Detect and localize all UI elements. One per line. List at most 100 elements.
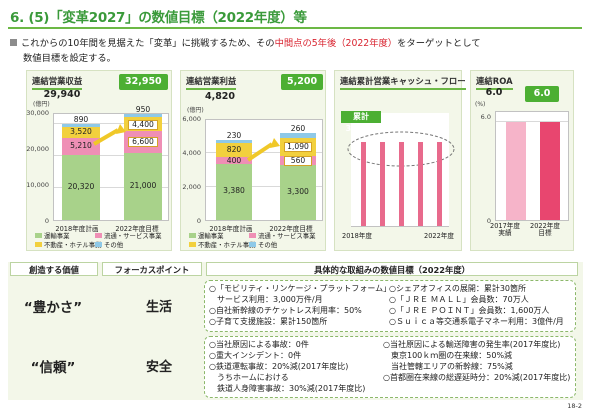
revenue-legend: 運輸事業 流通・サービス事業 不動産・ホテル事業 その他 (35, 232, 162, 250)
bar-value-label: 890 (73, 114, 89, 124)
roa-ytick-6: 6.0 (480, 113, 491, 121)
bar-segment: 5,210 (62, 138, 100, 155)
target-item: うちホームにおける (209, 373, 289, 382)
legend-realestate: 不動産・ホテル事業 (44, 241, 102, 249)
focus-life: 生活 (145, 300, 172, 315)
cashflow-panel: 連結累計営業キャッシュ・フロー 累計37,200 2018年度 2022年度 (334, 70, 466, 251)
legend-swatch-retail (95, 233, 102, 238)
profit-xlabel-2022: 2022年度目標 (269, 225, 313, 233)
trend-arrow-icon (92, 124, 126, 146)
roa-badge: 6.0 (525, 86, 559, 102)
bar-value-label: 5,210 (70, 140, 92, 150)
revenue-ytick-20000: 20,000 (26, 145, 49, 153)
revenue-plot-area: 20,320 5,210 3,520 890 21,000 6,600 4,400 950 (53, 106, 169, 221)
header-value: 創造する価値 (10, 262, 98, 276)
profit-xlabel-2018: 2018年度計画 (209, 225, 253, 233)
cashflow-xlabel-2022: 2022年度 (424, 232, 454, 240)
profit-title: 連結営業利益 (186, 75, 236, 90)
cashflow-dashed-ellipse (347, 131, 455, 167)
profit-panel: 連結営業利益 5,200 4,820 (億円) 6,000 4,000 2,00… (180, 70, 326, 251)
bar-segment: 950 (124, 106, 162, 118)
bar-segment: 3,380 (216, 163, 252, 220)
legend-transport: 運輸事業 (44, 232, 70, 240)
roa-unit: (%) (475, 101, 486, 108)
bar-value-label: 20,320 (67, 181, 95, 191)
bar-segment: 4,400 (124, 117, 162, 132)
gridline (206, 152, 322, 154)
bar-segment: 260 (280, 125, 316, 138)
cashflow-callout: 累計37,200 (341, 111, 381, 133)
target-item: ○当社原因による輸送障害の発生率(2017年度比) (383, 340, 561, 349)
target-item: ○当社原因による事故：0件 (209, 340, 309, 349)
bar-value-label: 230 (226, 130, 242, 140)
target-item: ○「ＪＲＥ ＭＡＬＬ」会員数：70万人 (389, 295, 529, 304)
revenue-total-2018: 29,940 (43, 89, 81, 100)
profit-total-2018: 4,820 (204, 91, 236, 102)
profit-legend: 運輸事業 流通・サービス事業 不動産・ホテル事業 その他 (189, 232, 316, 250)
cashflow-bar (418, 141, 423, 226)
revenue-ytick-30000: 30,000 (26, 109, 49, 117)
revenue-panel: 連結営業収益 32,950 29,940 (億円) 30,000 20,000 … (26, 70, 172, 251)
bar-segment: 3,300 (280, 165, 316, 220)
bar-segment: 230 (216, 131, 252, 144)
bar-value-label: 3,300 (287, 187, 309, 196)
bar-value-label: 6,600 (128, 137, 158, 148)
profit-plot-area: 3,380 400 820 230 3,300 560 1,090 260 (205, 119, 323, 221)
target-item: ○Ｓｕｉｃａ等交通系電子マネー利用：3億件/月 (389, 317, 564, 326)
revenue-title: 連結営業収益 (32, 75, 82, 90)
lead-part1: これからの10年間を見据えた「変革」に挑戦するため、その (21, 38, 275, 49)
legend-swatch-realestate (189, 242, 196, 247)
legend-retail: 流通・サービス事業 (258, 232, 316, 240)
profit-badge: 5,200 (281, 74, 324, 90)
bar-segment: 21,000 (124, 152, 162, 220)
targets-table: 創造する価値 フォーカスポイント 具体的な取組みの数値目標（2022年度） “豊… (8, 262, 583, 400)
lead-line2: 数値目標を設定する。 (23, 53, 116, 64)
profit-ytick-6000: 6,000 (182, 115, 201, 123)
header-targets: 具体的な取組みの数値目標（2022年度） (206, 262, 578, 276)
roa-plot-area (495, 111, 569, 221)
title-underline (8, 27, 582, 29)
bar-segment: 3,520 (62, 126, 100, 138)
target-item: 鉄道人身障害事故：30%減(2017年度比) (209, 384, 366, 393)
bar-value-label: 3,380 (223, 186, 245, 196)
page-number: 18-2 (567, 402, 582, 410)
lead-text: これからの10年間を見据えた「変革」に挑戦するため、その中間点の5年後（2022… (10, 36, 580, 66)
bar-value-label: 4,400 (128, 119, 158, 130)
revenue-ytick-10000: 10,000 (26, 181, 49, 189)
header-focus: フォーカスポイント (102, 262, 202, 276)
bar-value-label: 400 (226, 156, 242, 166)
target-item: ○自社新幹線のチケットレス利用率：50% (209, 306, 362, 315)
profit-unit: (億円) (187, 107, 204, 114)
bar-value-label: 1,090 (284, 142, 312, 153)
roa-panel: 連結ROA 6.0 6.0 (%) 6.0 0 2017年度 実績 2022年度… (470, 70, 574, 251)
trend-arrow-icon (246, 138, 280, 162)
bar-segment: 6,600 (124, 131, 162, 153)
bar-segment: 20,320 (62, 154, 100, 220)
focus-safety: 安全 (145, 360, 172, 375)
profit-ytick-2000: 2,000 (182, 183, 201, 191)
legend-swatch-retail (249, 233, 256, 238)
target-item: ○シェアオフィスの展開：累計30箇所 (389, 284, 526, 293)
targets-row-safety: ○当社原因による事故：0件 ○重大インシデント：0件 ○鉄道運転事故：20%減(… (204, 336, 576, 398)
profit-ytick-0: 0 (196, 217, 201, 225)
legend-swatch-other (249, 242, 256, 247)
page-title: 6. (5)「変革2027」の数値目標（2022年度）等 (10, 10, 307, 26)
profit-ytick-4000: 4,000 (182, 149, 201, 157)
bar-value-label: 820 (226, 144, 242, 154)
cashflow-bar (380, 141, 385, 226)
target-item: 東京100ｋｍ圏の在来線：50%減 (383, 351, 513, 360)
target-item: サービス利用：3,000万件/月 (209, 295, 323, 304)
bar-value-label: 3,520 (70, 126, 92, 136)
roa-bar (540, 121, 560, 220)
bar-value-label: 950 (135, 105, 151, 115)
revenue-badge: 32,950 (119, 74, 168, 90)
target-item: ○「ＪＲＥ ＰＯＩＮＴ」会員数：1,600万人 (389, 306, 550, 315)
roa-title: 連結ROA (476, 75, 513, 90)
target-item: ○鉄道運転事故：20%減(2017年度比) (209, 362, 349, 371)
cashflow-title: 連結累計営業キャッシュ・フロー (340, 75, 466, 90)
cashflow-bar (437, 141, 442, 226)
revenue-unit: (億円) (33, 101, 50, 108)
roa-bar (506, 121, 526, 220)
value-yutakasa: “豊かさ” (23, 300, 83, 316)
gridline (206, 185, 322, 187)
